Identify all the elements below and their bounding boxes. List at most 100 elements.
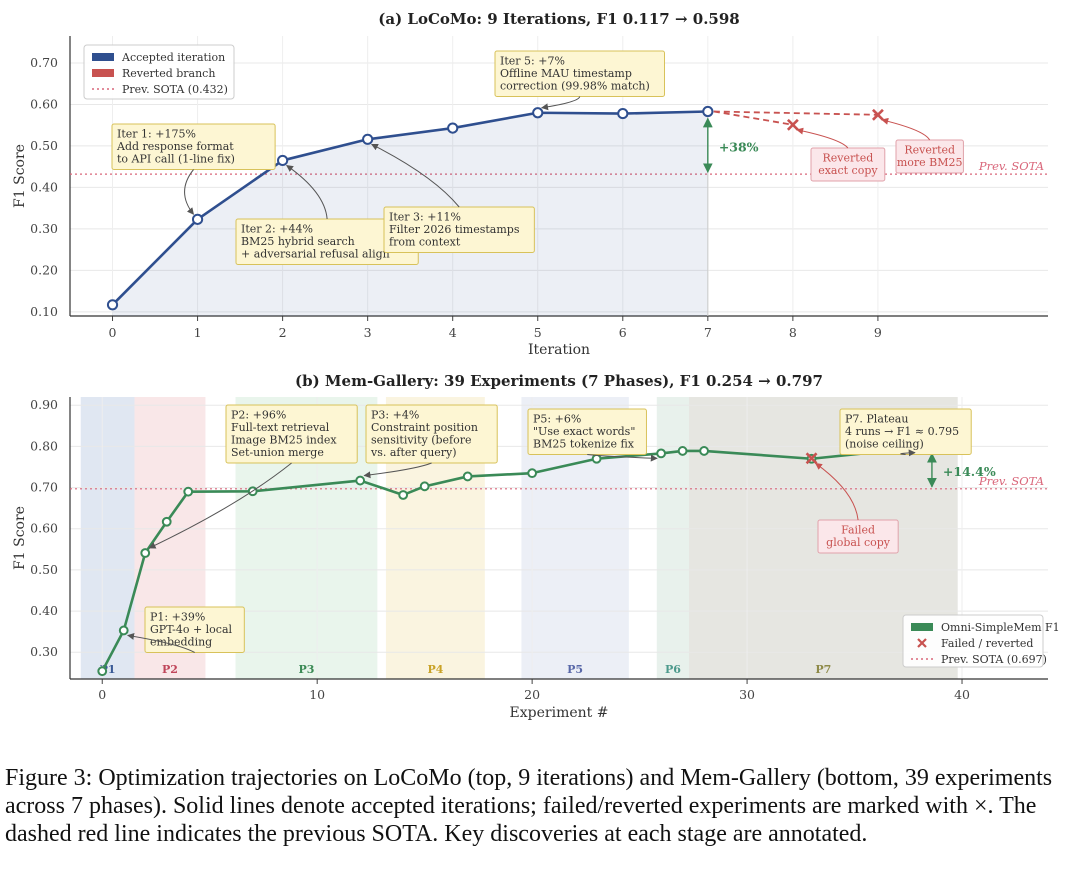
annotation-text: Set-union merge [231,446,324,459]
gain-label: +14.4% [943,464,996,479]
annotation-text: P1: +39% [150,611,205,624]
annotation-text: Offline MAU timestamp [500,67,632,80]
x-tick-label: 3 [364,325,372,340]
data-point [419,481,430,492]
chart-title: (b) Mem-Gallery: 39 Experiments (7 Phase… [295,372,823,390]
annotation-arrow [796,127,849,149]
legend-frame [83,44,235,100]
data-point [106,299,119,311]
data-point [355,475,366,486]
data-point [191,213,204,225]
y-tick-label: 0.10 [30,304,58,319]
annotation-arrow [371,143,460,208]
annotation-text: "Use exact words" [533,425,635,438]
y-tick-label: 0.80 [30,438,58,453]
phase-band-p1 [80,397,135,679]
failed-marker-stroke [871,108,884,121]
data-point [447,122,459,134]
annotation-text: Reverted [904,144,955,157]
x-tick-label: 30 [739,687,755,702]
annotation-text: Filter 2026 timestamps [389,223,520,236]
data-point [362,133,374,145]
x-tick-label: 6 [619,325,627,340]
chart-locomo: (a) LoCoMo: 9 Iterations, F1 0.117 → 0.5… [12,10,1048,358]
reverted-branch-line [713,110,878,116]
x-tick-label: 10 [309,687,325,702]
data-point [118,625,129,636]
y-tick-label: 0.30 [30,644,58,659]
annotation-text: Full-text retrieval [231,421,330,434]
annotation-text: BM25 hybrid search [241,235,355,248]
annotation-text: GPT-4o + local [150,623,233,636]
x-tick-label: 40 [954,687,970,702]
annotation-arrow [814,462,859,521]
annotation-arrow [127,633,195,653]
annotation-text: Iter 2: +44% [241,223,313,236]
legend-label: Prev. SOTA (0.697) [941,653,1047,666]
legend-swatch-main [911,623,933,631]
annotation-arrow [286,165,328,220]
annotation-arrow [541,96,581,111]
y-tick-label: 0.20 [30,262,58,277]
annotation-text: Constraint position [371,421,478,434]
annotation-text: exact copy [818,164,878,177]
x-tick-label: 7 [704,325,712,340]
annotation-text: Iter 3: +11% [389,211,461,224]
failed-marker-stroke [786,118,799,131]
annotation-text: from context [389,236,461,249]
legend-label: Prev. SOTA (0.432) [122,83,228,96]
legend: Accepted iteration Reverted branch Prev. S… [83,44,235,100]
failed-marker-stroke [805,452,818,465]
annotation-arrow [148,462,292,549]
x-tick-label: 0 [98,687,106,702]
y-tick-label: 0.70 [30,480,58,495]
annotation-text: 4 runs → F1 ≈ 0.795 [845,425,959,438]
y-tick-label: 0.50 [30,562,58,577]
phase-label-p7: P7 [815,663,831,676]
annotation-text: Image BM25 index [231,434,337,447]
figure-caption: Figure 3: Optimization trajectories on L… [5,765,1053,847]
legend-swatch-main [92,53,114,61]
annotation-text: more BM25 [897,156,963,169]
annotation-text: Add response format [116,140,234,153]
x-tick-label: 0 [109,325,117,340]
data-point [277,154,289,167]
annotation-text: + adversarial refusal align [241,248,390,261]
chart-title: (a) LoCoMo: 9 Iterations, F1 0.117 → 0.5… [378,10,739,28]
gain-label: +38% [719,139,759,154]
annotation-text: embedding [150,636,212,649]
phase-label-p3: P3 [298,663,314,676]
x-tick-label: 2 [279,325,287,340]
annotation: Iter 5: +7%Offline MAU timestampcorrecti… [494,50,665,97]
annotation-arrow [881,117,931,141]
legend-swatch-failed [917,638,927,648]
annotation-arrow [587,454,658,462]
annotation-text: Iter 1: +175% [117,128,196,141]
annotation-text: P5: +6% [533,413,581,426]
annotation-text: (noise ceiling) [845,438,924,451]
x-tick-label: 1 [194,325,202,340]
annotation-text: vs. after query) [370,446,457,459]
series-line [101,446,941,672]
annotation-text: P2: +96% [231,409,286,422]
annotation-text: to API call (1-line fix) [117,153,235,166]
data-point [532,107,544,119]
data-point [140,548,151,558]
annotation-text: P7. Plateau [845,413,908,426]
phase-label-p6: P6 [665,663,681,676]
data-point [398,490,409,500]
annotation-arrow [184,169,195,215]
data-point [161,516,172,527]
data-point [527,468,538,479]
annotation-arrow [900,449,916,457]
reverted-branch-line [713,110,794,126]
figure: (a) LoCoMo: 9 Iterations, F1 0.117 → 0.5… [12,10,1060,721]
x-tick-label: 5 [534,325,542,340]
legend-label: Omni-SimpleMem F1 [941,621,1060,634]
annotation-text: Iter 5: +7% [500,55,565,68]
legend-label: Failed / reverted [941,637,1033,650]
y-tick-label: 0.50 [30,138,58,153]
series-line [111,110,708,306]
